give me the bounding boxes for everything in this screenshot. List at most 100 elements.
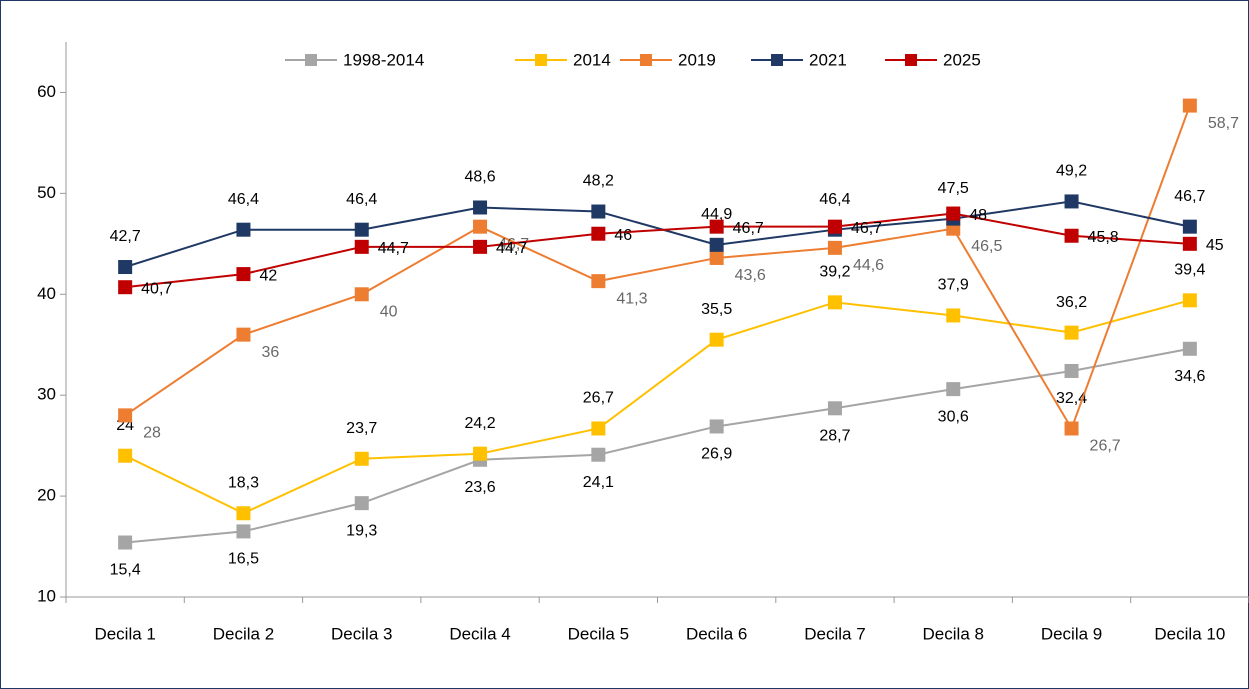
data-label: 39,4 — [1174, 262, 1205, 279]
point-marker — [946, 382, 961, 397]
y-tick-label: 50 — [37, 183, 56, 202]
point-marker — [1064, 228, 1079, 243]
point-marker — [354, 239, 369, 254]
legend-label: 2019 — [678, 50, 716, 69]
point-marker — [354, 222, 369, 237]
point-marker — [473, 219, 488, 234]
data-label: 28 — [143, 425, 161, 442]
data-label: 45 — [1206, 237, 1224, 254]
point-marker — [118, 280, 133, 295]
point-marker — [354, 287, 369, 302]
point-marker — [827, 240, 842, 255]
data-label: 36 — [261, 344, 279, 361]
legend-label: 2021 — [809, 50, 847, 69]
x-tick-label: Decila 1 — [94, 624, 155, 643]
legend-label: 1998-2014 — [343, 50, 424, 69]
data-label: 58,7 — [1208, 115, 1239, 132]
point-marker — [473, 446, 488, 461]
point-marker — [1182, 341, 1197, 356]
data-label: 46 — [614, 227, 632, 244]
point-marker — [827, 401, 842, 416]
x-tick-label: Decila 3 — [331, 624, 392, 643]
point-marker — [709, 332, 724, 347]
point-marker — [709, 250, 724, 265]
data-label: 46,7 — [1174, 188, 1205, 205]
point-marker — [118, 408, 133, 423]
x-tick-label: Decila 4 — [449, 624, 510, 643]
point-marker — [118, 535, 133, 550]
point-marker — [946, 308, 961, 323]
data-label: 46,4 — [819, 191, 850, 208]
x-tick-label: Decila 8 — [923, 624, 984, 643]
data-label: 44,7 — [496, 240, 527, 257]
data-label: 42 — [259, 267, 277, 284]
data-label: 26,7 — [1090, 438, 1121, 455]
point-marker — [591, 204, 606, 219]
point-marker — [354, 496, 369, 511]
x-tick-label: Decila 9 — [1041, 624, 1102, 643]
point-marker — [591, 421, 606, 436]
series-line — [124, 299, 1191, 515]
data-label: 46,7 — [733, 220, 764, 237]
legend-marker — [771, 54, 783, 66]
point-marker — [236, 222, 251, 237]
data-label: 43,6 — [735, 267, 766, 284]
data-label: 48,2 — [583, 173, 614, 190]
data-label: 47,5 — [938, 180, 969, 197]
legend-label: 2014 — [573, 50, 611, 69]
point-marker — [118, 260, 133, 275]
point-marker — [591, 226, 606, 241]
data-label: 16,5 — [228, 551, 259, 568]
data-label: 46,7 — [851, 220, 882, 237]
data-label: 32,4 — [1056, 390, 1087, 407]
point-marker — [473, 200, 488, 215]
data-label: 23,6 — [464, 479, 495, 496]
data-label: 37,9 — [938, 277, 969, 294]
x-tick-label: Decila 7 — [804, 624, 865, 643]
data-label: 42,7 — [110, 228, 141, 245]
y-tick-label: 20 — [37, 486, 56, 505]
point-marker — [709, 419, 724, 434]
data-label: 24,1 — [583, 474, 614, 491]
data-label: 40 — [380, 303, 398, 320]
point-marker — [946, 206, 961, 221]
point-marker — [1064, 325, 1079, 340]
data-label: 48 — [969, 207, 987, 224]
y-tick-label: 10 — [37, 586, 56, 605]
y-tick-label: 30 — [37, 385, 56, 404]
data-label: 34,6 — [1174, 368, 1205, 385]
data-label: 48,6 — [464, 169, 495, 186]
point-marker — [354, 451, 369, 466]
y-tick-label: 40 — [37, 284, 56, 303]
data-label: 45,8 — [1088, 229, 1119, 246]
point-marker — [1182, 236, 1197, 251]
series-line — [124, 200, 1191, 268]
point-marker — [709, 219, 724, 234]
x-tick-label: Decila 6 — [686, 624, 747, 643]
point-marker — [1182, 98, 1197, 113]
data-label: 15,4 — [110, 562, 141, 579]
data-label: 39,2 — [819, 264, 850, 281]
point-marker — [827, 295, 842, 310]
data-label: 46,7 — [498, 236, 529, 253]
data-label: 26,7 — [583, 390, 614, 407]
point-marker — [709, 237, 724, 252]
data-label: 46,4 — [346, 191, 377, 208]
point-marker — [591, 274, 606, 289]
data-label: 46,4 — [228, 191, 259, 208]
data-label: 24,2 — [464, 415, 495, 432]
series-line — [124, 105, 1191, 431]
data-label: 36,2 — [1056, 294, 1087, 311]
data-label: 41,3 — [616, 290, 647, 307]
data-label: 40,7 — [141, 280, 172, 297]
data-label: 44,6 — [853, 257, 884, 274]
point-marker — [236, 524, 251, 539]
legend-label: 2025 — [943, 50, 981, 69]
point-marker — [1064, 363, 1079, 378]
data-label: 19,3 — [346, 522, 377, 539]
x-tick-label: Decila 10 — [1154, 624, 1225, 643]
point-marker — [118, 448, 133, 463]
data-label: 23,7 — [346, 420, 377, 437]
